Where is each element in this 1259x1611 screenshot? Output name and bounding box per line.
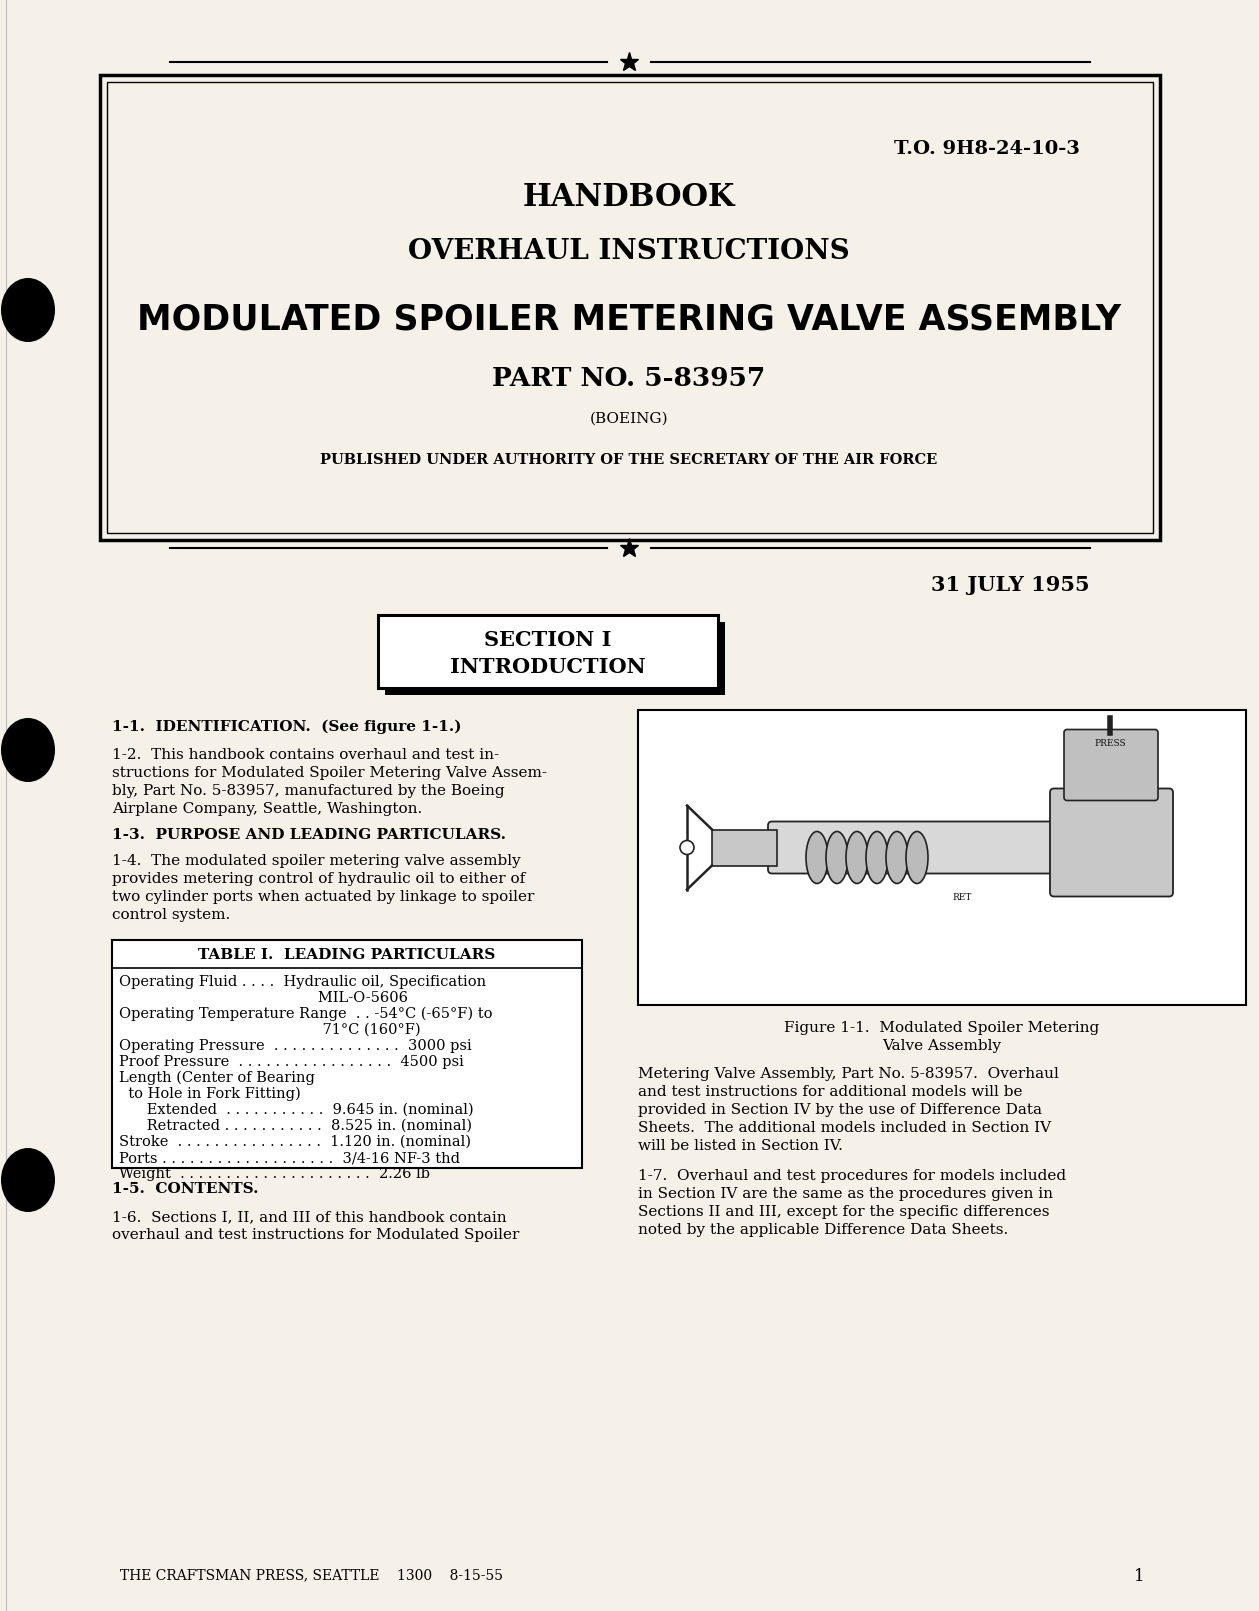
Text: Length (Center of Bearing: Length (Center of Bearing [120,1071,315,1086]
Ellipse shape [1,719,55,781]
Text: two cylinder ports when actuated by linkage to spoiler: two cylinder ports when actuated by link… [112,889,534,904]
Text: PRESS: PRESS [1094,739,1126,749]
Text: 1-3.  PURPOSE AND LEADING PARTICULARS.: 1-3. PURPOSE AND LEADING PARTICULARS. [112,828,506,843]
Text: T.O. 9H8-24-10-3: T.O. 9H8-24-10-3 [894,140,1080,158]
Text: bly, Part No. 5-83957, manufactured by the Boeing: bly, Part No. 5-83957, manufactured by t… [112,785,505,797]
Bar [99,76,1160,540]
Ellipse shape [1,1149,55,1211]
Text: Weight  . . . . . . . . . . . . . . . . . . . . .  2.26 lb: Weight . . . . . . . . . . . . . . . . .… [120,1166,431,1181]
Text: overhaul and test instructions for Modulated Spoiler: overhaul and test instructions for Modul… [112,1228,520,1242]
Text: noted by the applicable Difference Data Sheets.: noted by the applicable Difference Data … [638,1223,1008,1237]
Text: to Hole in Fork Fitting): to Hole in Fork Fitting) [120,1087,301,1102]
Ellipse shape [906,831,928,883]
Text: (BOEING): (BOEING) [589,412,669,425]
Text: 71°C (160°F): 71°C (160°F) [120,1023,421,1037]
Text: 1-7.  Overhaul and test procedures for models included: 1-7. Overhaul and test procedures for mo… [638,1170,1066,1182]
Text: 1-5.  CONTENTS.: 1-5. CONTENTS. [112,1182,258,1195]
Text: 1-4.  The modulated spoiler metering valve assembly: 1-4. The modulated spoiler metering valv… [112,854,521,868]
Text: THE CRAFTSMAN PRESS, SEATTLE    1300    8-15-55: THE CRAFTSMAN PRESS, SEATTLE 1300 8-15-5… [120,1568,504,1582]
Ellipse shape [806,831,828,883]
Ellipse shape [866,831,888,883]
Text: Operating Fluid . . . .  Hydraulic oil, Specification: Operating Fluid . . . . Hydraulic oil, S… [120,975,486,989]
Bar [385,622,725,694]
Bar [638,710,1246,1005]
Text: 1: 1 [1134,1568,1144,1585]
Text: INTRODUCTION: INTRODUCTION [451,657,646,677]
Text: Operating Pressure  . . . . . . . . . . . . . .  3000 psi: Operating Pressure . . . . . . . . . . .… [120,1039,472,1054]
Text: 1-2.  This handbook contains overhaul and test in-: 1-2. This handbook contains overhaul and… [112,748,499,762]
Bar [107,82,1153,533]
Text: 1-1.  IDENTIFICATION.  (See figure 1-1.): 1-1. IDENTIFICATION. (See figure 1-1.) [112,720,462,735]
Text: MODULATED SPOILER METERING VALVE ASSEMBLY: MODULATED SPOILER METERING VALVE ASSEMBL… [137,301,1121,337]
Text: structions for Modulated Spoiler Metering Valve Assem-: structions for Modulated Spoiler Meterin… [112,765,546,780]
Text: RET: RET [952,892,972,902]
Ellipse shape [1,279,55,342]
Ellipse shape [680,841,694,854]
Text: 1-6.  Sections I, II, and III of this handbook contain: 1-6. Sections I, II, and III of this han… [112,1210,506,1224]
Text: Sections II and III, except for the specific differences: Sections II and III, except for the spec… [638,1205,1050,1220]
Text: Valve Assembly: Valve Assembly [883,1039,1002,1054]
Text: Operating Temperature Range  . . -54°C (-65°F) to: Operating Temperature Range . . -54°C (-… [120,1007,492,1021]
Text: 31 JULY 1955: 31 JULY 1955 [932,575,1090,594]
Text: OVERHAUL INSTRUCTIONS: OVERHAUL INSTRUCTIONS [408,238,850,264]
Text: and test instructions for additional models will be: and test instructions for additional mod… [638,1084,1022,1099]
Ellipse shape [846,831,867,883]
Text: Ports . . . . . . . . . . . . . . . . . . .  3/4-16 NF-3 thd: Ports . . . . . . . . . . . . . . . . . … [120,1150,460,1165]
Text: control system.: control system. [112,909,230,921]
Ellipse shape [886,831,908,883]
Text: in Section IV are the same as the procedures given in: in Section IV are the same as the proced… [638,1187,1053,1200]
FancyBboxPatch shape [768,822,1066,873]
Text: Retracted . . . . . . . . . . .  8.525 in. (nominal): Retracted . . . . . . . . . . . 8.525 in… [120,1120,472,1133]
Text: MIL-O-5606: MIL-O-5606 [120,991,408,1005]
Text: HANDBOOK: HANDBOOK [522,182,735,213]
FancyBboxPatch shape [1050,788,1173,896]
Bar [112,939,582,1168]
Bar [713,830,777,865]
Text: Proof Pressure  . . . . . . . . . . . . . . . . .  4500 psi: Proof Pressure . . . . . . . . . . . . .… [120,1055,463,1070]
Text: TABLE I.  LEADING PARTICULARS: TABLE I. LEADING PARTICULARS [199,947,496,962]
Text: Metering Valve Assembly, Part No. 5-83957.  Overhaul: Metering Valve Assembly, Part No. 5-8395… [638,1066,1059,1081]
Text: Stroke  . . . . . . . . . . . . . . . .  1.120 in. (nominal): Stroke . . . . . . . . . . . . . . . . 1… [120,1136,471,1149]
Text: Airplane Company, Seattle, Washington.: Airplane Company, Seattle, Washington. [112,802,422,817]
Text: Figure 1-1.  Modulated Spoiler Metering: Figure 1-1. Modulated Spoiler Metering [784,1021,1099,1034]
Text: will be listed in Section IV.: will be listed in Section IV. [638,1139,842,1153]
Text: provides metering control of hydraulic oil to either of: provides metering control of hydraulic o… [112,872,525,886]
Bar [378,615,718,688]
FancyBboxPatch shape [1064,730,1158,801]
Text: PUBLISHED UNDER AUTHORITY OF THE SECRETARY OF THE AIR FORCE: PUBLISHED UNDER AUTHORITY OF THE SECRETA… [320,453,938,467]
Text: PART NO. 5-83957: PART NO. 5-83957 [492,366,765,391]
Text: SECTION I: SECTION I [485,630,612,649]
Text: Sheets.  The additional models included in Section IV: Sheets. The additional models included i… [638,1121,1051,1136]
Text: Extended  . . . . . . . . . . .  9.645 in. (nominal): Extended . . . . . . . . . . . 9.645 in.… [120,1104,473,1116]
Ellipse shape [826,831,849,883]
Text: provided in Section IV by the use of Difference Data: provided in Section IV by the use of Dif… [638,1104,1042,1116]
